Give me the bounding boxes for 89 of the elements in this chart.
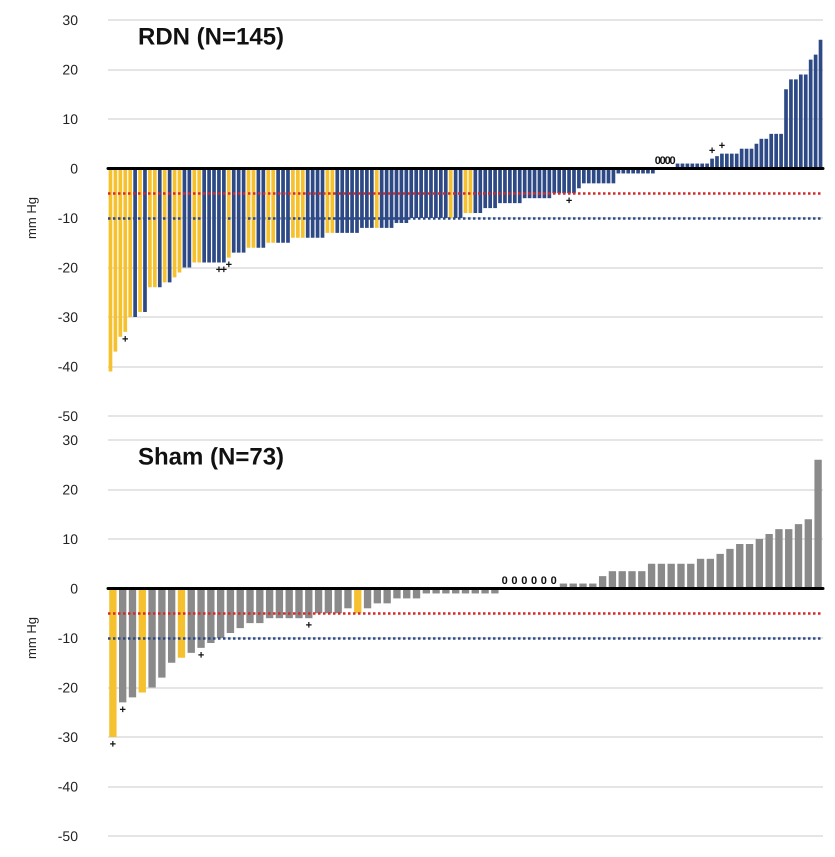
bar [374,588,382,604]
bar [128,588,136,698]
chart-title: RDN (N=145) [138,24,284,50]
y-tick-label: -40 [58,358,78,374]
bar [746,544,754,588]
bar [618,571,626,588]
y-tick-label: -20 [58,260,78,276]
bar [138,168,142,312]
chart-title: Sham (N=73) [138,444,284,470]
data-label: 0 [664,155,671,167]
bar [648,564,656,588]
bar [162,168,167,282]
data-label: + [220,264,228,276]
bar [794,524,802,588]
bar [256,588,264,624]
bar [716,554,724,588]
data-label: 0 [550,575,557,587]
data-label: + [119,704,126,716]
data-label: 0 [521,575,528,587]
bar [726,548,734,588]
bar [608,571,616,588]
bar [324,588,332,614]
data-label: + [198,649,204,662]
bar [696,558,704,588]
y-tick-label: -50 [58,828,78,844]
bar [668,564,675,588]
y-tick-label: -10 [58,210,78,226]
data-label: + [226,259,232,272]
bar [785,529,792,588]
bar [109,588,117,737]
y-tick-label: 30 [62,12,78,28]
bar [638,571,646,588]
data-label: + [718,140,726,152]
bar [168,588,176,663]
bar [706,558,714,588]
bar [266,588,274,618]
bar [334,588,342,614]
bar [354,588,362,614]
data-label: 0 [531,575,538,587]
y-tick-label: 0 [70,580,78,596]
y-tick-label: 10 [62,111,78,127]
data-label: 0 [670,155,676,167]
bar [736,544,744,588]
y-tick-label: -30 [58,309,78,325]
y-tick-label: -50 [58,408,78,424]
data-label: + [216,264,222,276]
y-axis-title: mm Hg [24,197,39,239]
bar [305,588,312,618]
bar [148,588,156,688]
bar [236,588,244,628]
y-axis-title: mm Hg [24,617,39,659]
data-label: 0 [540,575,547,587]
bar [207,588,215,643]
data-label: + [122,333,128,346]
data-label: 0 [502,575,508,587]
y-tick-label: 20 [62,482,78,498]
data-label: + [566,194,572,207]
bar [286,588,293,618]
y-tick-label: -30 [58,729,78,745]
y-tick-label: -20 [58,680,78,696]
bar [276,588,284,618]
bar [687,564,694,588]
y-tick-label: -10 [58,630,78,646]
bar [138,588,146,692]
y-tick-label: 10 [62,531,78,547]
data-label: + [708,145,716,158]
bar [158,588,166,678]
bar [188,588,195,653]
bar [374,168,379,228]
data-label: 0 [511,575,518,587]
bar [598,576,606,588]
bar [775,529,783,588]
bar [383,588,391,604]
data-label: 0 [654,155,661,167]
bar [314,588,322,614]
bar [814,460,822,588]
bar [216,588,224,638]
bar [765,534,773,588]
y-tick-label: 30 [62,432,78,448]
y-tick-label: 0 [70,160,78,176]
bar [756,539,764,588]
data-label: + [306,620,312,632]
data-label: 0 [660,155,666,167]
data-label: + [110,738,116,750]
y-tick-label: -40 [58,778,78,794]
bar [119,588,126,702]
y-tick-label: 20 [62,62,78,78]
bar [658,564,666,588]
bar [804,519,812,588]
